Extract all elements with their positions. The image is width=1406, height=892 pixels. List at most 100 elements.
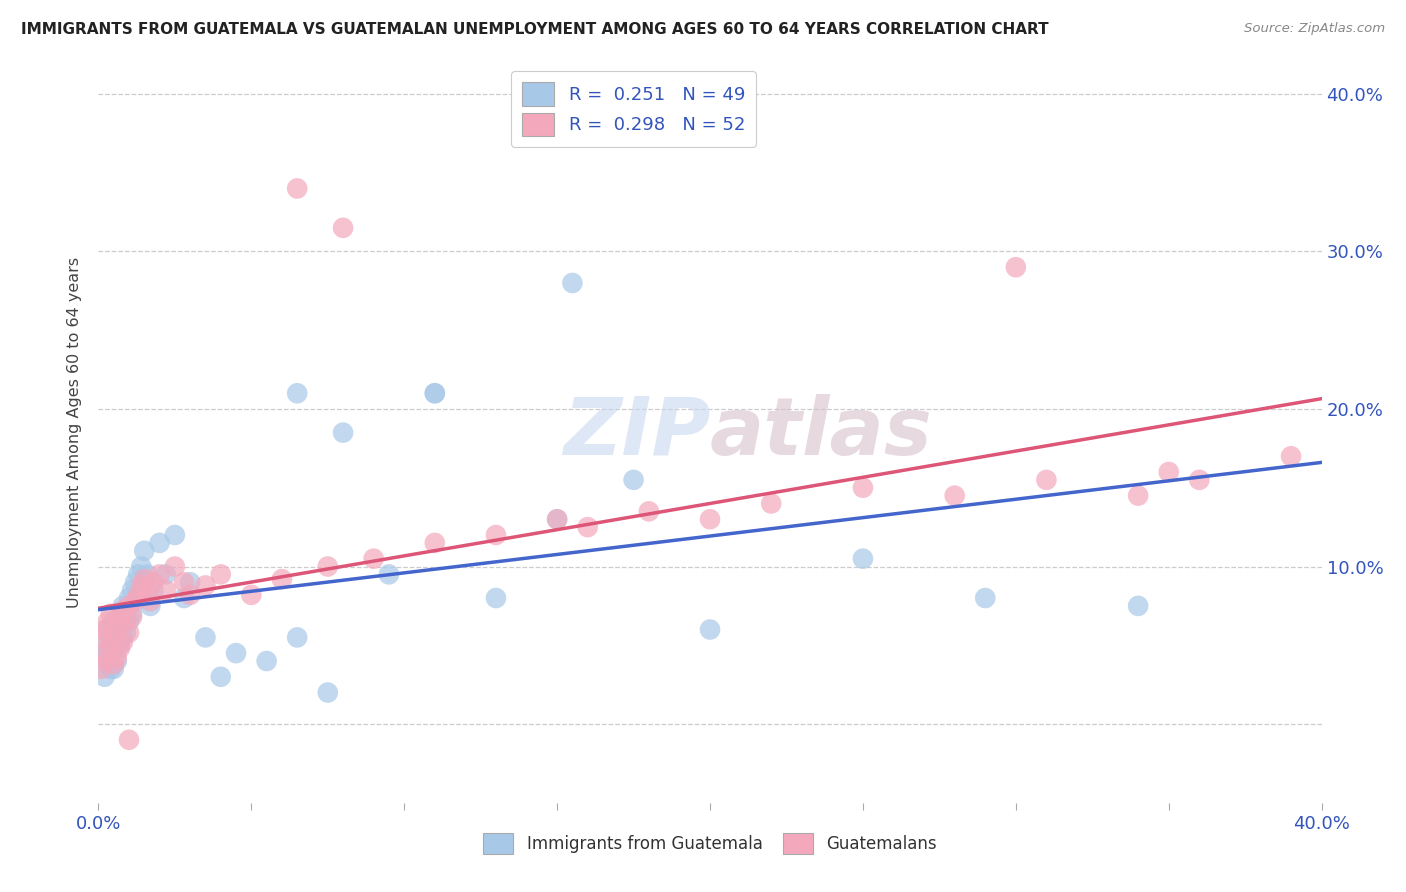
Point (97, 615, 120, 629)
Point (115, 625, 138, 640)
Point (142, 575, 165, 590)
Point (943, 489, 966, 503)
Point (485, 528, 508, 542)
Point (623, 473, 645, 487)
Point (149, 536, 172, 550)
Point (111, 604, 134, 618)
Point (561, 276, 583, 290)
Point (163, 528, 186, 542)
Point (285, 631, 308, 645)
Point (699, 623, 721, 637)
Point (93, 670, 115, 684)
Point (134, 543, 156, 558)
Point (149, 567, 172, 582)
Point (121, 610, 143, 624)
Point (270, 572, 292, 586)
Point (1157, 465, 1180, 479)
Point (179, 575, 201, 590)
Point (129, 559, 152, 574)
Point (100, 631, 122, 645)
Point (105, 623, 128, 637)
Point (194, 631, 217, 645)
Point (1279, 449, 1302, 463)
Point (118, 625, 141, 640)
Point (111, 599, 134, 613)
Point (108, 641, 131, 656)
Point (134, 572, 156, 586)
Point (1128, 489, 1150, 503)
Point (155, 567, 177, 582)
Point (121, 607, 143, 621)
Point (100, 662, 122, 676)
Point (118, 591, 141, 605)
Point (97, 654, 120, 668)
Point (105, 654, 128, 668)
Text: IMMIGRANTS FROM GUATEMALA VS GUATEMALAN UNEMPLOYMENT AMONG AGES 60 TO 64 YEARS C: IMMIGRANTS FROM GUATEMALA VS GUATEMALAN … (21, 22, 1049, 37)
Point (546, 512, 568, 526)
Point (1128, 599, 1150, 613)
Point (155, 583, 177, 598)
Point (423, 386, 446, 401)
Point (115, 610, 138, 624)
Point (97, 646, 120, 660)
Point (105, 623, 128, 637)
Legend: Immigrants from Guatemala, Guatemalans: Immigrants from Guatemala, Guatemalans (477, 826, 943, 861)
Point (378, 567, 401, 582)
Point (139, 594, 162, 608)
Point (136, 583, 159, 598)
Point (485, 591, 508, 605)
Point (1004, 260, 1026, 275)
Point (316, 559, 339, 574)
Point (179, 588, 201, 602)
Point (108, 638, 131, 652)
Point (240, 588, 263, 602)
Point (118, 732, 141, 747)
Point (423, 536, 446, 550)
Point (103, 615, 125, 629)
Point (332, 425, 354, 440)
Point (90, 654, 112, 668)
Point (194, 578, 217, 592)
Point (316, 685, 339, 699)
Point (1188, 473, 1211, 487)
Point (108, 607, 131, 621)
Point (121, 583, 143, 598)
Point (852, 551, 875, 566)
Point (93, 638, 115, 652)
Point (285, 181, 308, 195)
Text: atlas: atlas (710, 393, 932, 472)
Point (142, 583, 165, 598)
Point (93, 646, 115, 660)
Point (127, 567, 149, 582)
Point (699, 512, 721, 526)
Point (105, 651, 128, 665)
Point (163, 559, 186, 574)
Point (111, 635, 134, 649)
Point (363, 551, 385, 566)
Y-axis label: Unemployment Among Ages 60 to 64 years: Unemployment Among Ages 60 to 64 years (67, 257, 83, 608)
Point (546, 512, 568, 526)
Point (118, 599, 141, 613)
Point (103, 641, 125, 656)
Point (108, 610, 131, 624)
Point (332, 220, 354, 235)
Point (423, 386, 446, 401)
Point (136, 567, 159, 582)
Point (173, 575, 195, 590)
Point (127, 588, 149, 602)
Point (225, 646, 247, 660)
Point (256, 654, 278, 668)
Text: ZIP: ZIP (562, 393, 710, 472)
Point (637, 504, 661, 518)
Point (111, 631, 134, 645)
Point (118, 615, 141, 629)
Point (209, 670, 232, 684)
Point (759, 496, 782, 510)
Point (93, 623, 115, 637)
Point (173, 591, 195, 605)
Point (97, 623, 120, 637)
Point (90, 662, 112, 676)
Point (115, 615, 138, 629)
Point (103, 631, 125, 645)
Point (100, 607, 122, 621)
